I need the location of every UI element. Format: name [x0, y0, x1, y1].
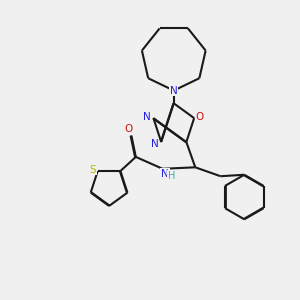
Text: N: N [161, 169, 169, 179]
Text: N: N [170, 85, 178, 96]
Text: N: N [143, 112, 151, 122]
Text: N: N [151, 139, 158, 148]
Text: S: S [89, 164, 96, 175]
Text: O: O [195, 112, 204, 122]
Text: O: O [124, 124, 133, 134]
Text: H: H [168, 171, 175, 181]
